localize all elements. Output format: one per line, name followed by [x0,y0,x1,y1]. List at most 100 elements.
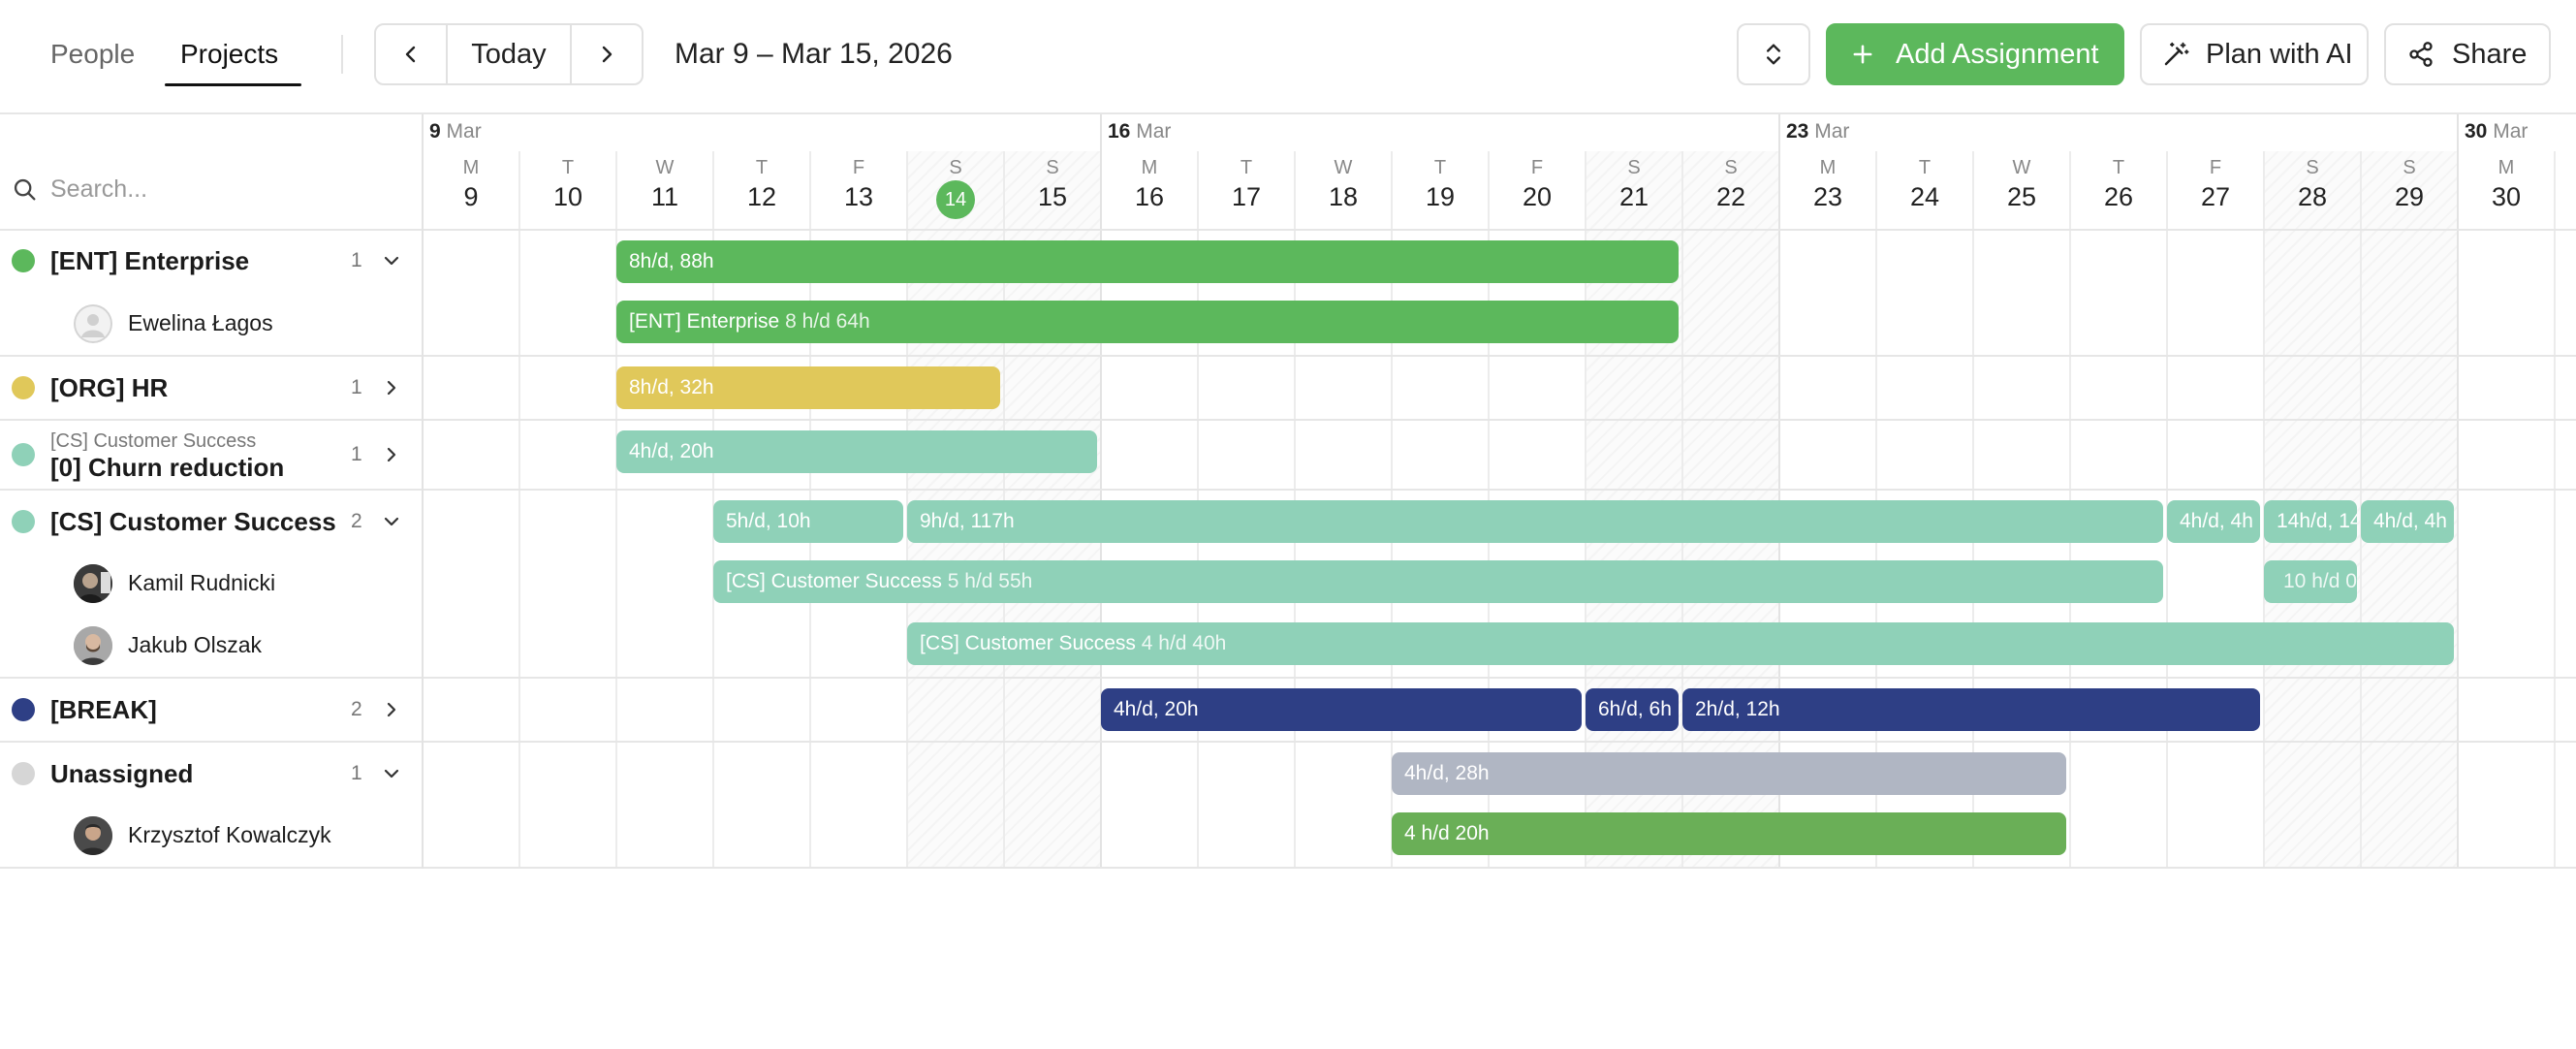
person-name[interactable]: Kamil Rudnicki [128,570,276,595]
day-header: W 25 [1973,155,2070,213]
assignment-bar[interactable]: 4 h/d 20h [1392,812,2066,855]
assignment-bar[interactable]: 8h/d, 88h [616,240,1679,283]
day-header: T 26 [2070,155,2167,213]
assignment-bar[interactable]: 9h/d, 117h [907,500,2163,543]
assignment-bar[interactable]: 4h/d, 28h [1392,752,2066,795]
person-name[interactable]: Krzysztof Kowalczyk [128,822,331,847]
chevron-left-icon [405,46,416,63]
week-label: 16 Mar [1108,120,1172,143]
day-header: S 29 [2361,155,2458,213]
grid-line [615,151,617,869]
divider [341,35,343,74]
week-label: 23 Mar [1786,120,1850,143]
tab-people[interactable]: People [50,39,136,69]
assignment-bar[interactable]: 4h/d, 4h [2361,500,2454,543]
assignment-bar[interactable]: 4h/d, 20h [616,430,1097,473]
project-name[interactable]: [CS] Customer Success [50,507,336,536]
day-number: 13 [843,182,874,211]
day-number: 17 [1231,182,1262,211]
member-count: 2 [351,698,362,720]
assignment-bar[interactable]: 5h/d, 10h [713,500,903,543]
plus-icon [1853,45,1872,64]
day-of-week: F [2209,157,2222,178]
assignment-bar[interactable]: 2h/d, 12h [1682,688,2260,731]
assignment-bar[interactable]: [ENT] Enterprise 8 h/d 64h [616,301,1679,343]
day-of-week: F [852,157,865,178]
day-number: 10 [552,182,583,211]
day-number: 12 [746,182,777,211]
day-of-week: S [1627,157,1641,178]
day-number: 22 [1715,182,1746,211]
day-number: 15 [1037,182,1068,211]
day-of-week: S [1724,157,1738,178]
person-name[interactable]: Ewelina Łagos [128,310,273,335]
day-of-week: T [755,157,769,178]
chevron-down-icon[interactable] [380,762,403,785]
day-number: 21 [1618,182,1649,211]
tab-projects[interactable]: Projects [180,39,279,69]
day-of-week: F [1530,157,1544,178]
day-number: 25 [2006,182,2037,211]
chevron-down-icon[interactable] [380,249,403,272]
assignment-bar[interactable]: 4h/d, 4h [2167,500,2260,543]
chevron-up-down-icon [1767,44,1780,65]
day-header: T 17 [1198,155,1295,213]
search-icon [14,178,36,201]
assignment-bar[interactable]: 6h/d, 6h [1586,688,1679,731]
bar-rate-label: 4 h/d 40h [1141,632,1227,654]
search-input[interactable] [50,173,399,206]
member-count: 1 [351,762,362,784]
chevron-down-icon[interactable] [380,510,403,533]
plan-with-ai-button[interactable]: Plan with AI [2140,23,2369,85]
project-client: [CS] Customer Success [50,430,257,452]
project-name[interactable]: [ORG] HR [50,373,169,402]
person-name[interactable]: Jakub Olszak [128,632,263,657]
day-header: M 30 [2458,155,2555,213]
today-date-marker: 14 [936,180,975,219]
day-header: W 18 [1295,155,1392,213]
member-count: 1 [351,249,362,271]
chevron-right-icon[interactable] [380,443,403,466]
assignment-bar[interactable]: [CS] Customer Success 5 h/d 55h [713,560,2163,603]
chevron-right-icon[interactable] [380,698,403,721]
bar-project-label: [CS] Customer Success [920,632,1136,654]
day-header: T 12 [713,155,810,213]
chevron-right-icon[interactable] [380,376,403,399]
next-week-button[interactable] [572,25,642,83]
divider [0,229,2576,231]
day-of-week: T [1918,157,1932,178]
day-number: 16 [1134,182,1165,211]
share-label: Share [2452,38,2528,70]
day-number: 9 [463,182,479,211]
assignment-bar[interactable]: 8h/d, 32h [616,366,1000,409]
project-name[interactable]: [ENT] Enterprise [50,246,250,275]
assignment-bar[interactable]: [CS] Customer Success 4 h/d 40h [907,622,2454,665]
project-name[interactable]: [0] Churn reduction [50,453,285,482]
today-button[interactable]: Today [471,38,547,70]
grid-line [1778,114,1780,869]
project-name[interactable]: [BREAK] [50,695,157,724]
day-of-week: S [1046,157,1059,178]
day-of-week: M [462,157,480,178]
expand-collapse-button[interactable] [1737,23,1810,85]
day-of-week: S [2403,157,2416,178]
bar-rate-label: 10 h/d 0 [2283,570,2357,592]
project-name[interactable]: Unassigned [50,759,194,788]
prev-week-button[interactable] [376,25,446,83]
divider [570,25,572,83]
grid-line [2457,114,2459,869]
assignment-bar[interactable]: 10 h/d 0 [2264,560,2357,603]
share-button[interactable]: Share [2384,23,2551,85]
bar-project-label: [CS] Customer Success [726,570,942,592]
assignment-bar[interactable]: 14h/d, 14h [2264,500,2357,543]
day-header: S 14 [907,155,1004,219]
assignment-bar[interactable]: 4h/d, 20h [1101,688,1582,731]
day-of-week: W [655,157,675,178]
divider [0,419,2576,421]
day-of-week: M [2497,157,2515,178]
add-assignment-button[interactable]: Add Assignment [1826,23,2124,85]
day-number: 19 [1425,182,1456,211]
divider [446,25,448,83]
day-number: 27 [2200,182,2231,211]
